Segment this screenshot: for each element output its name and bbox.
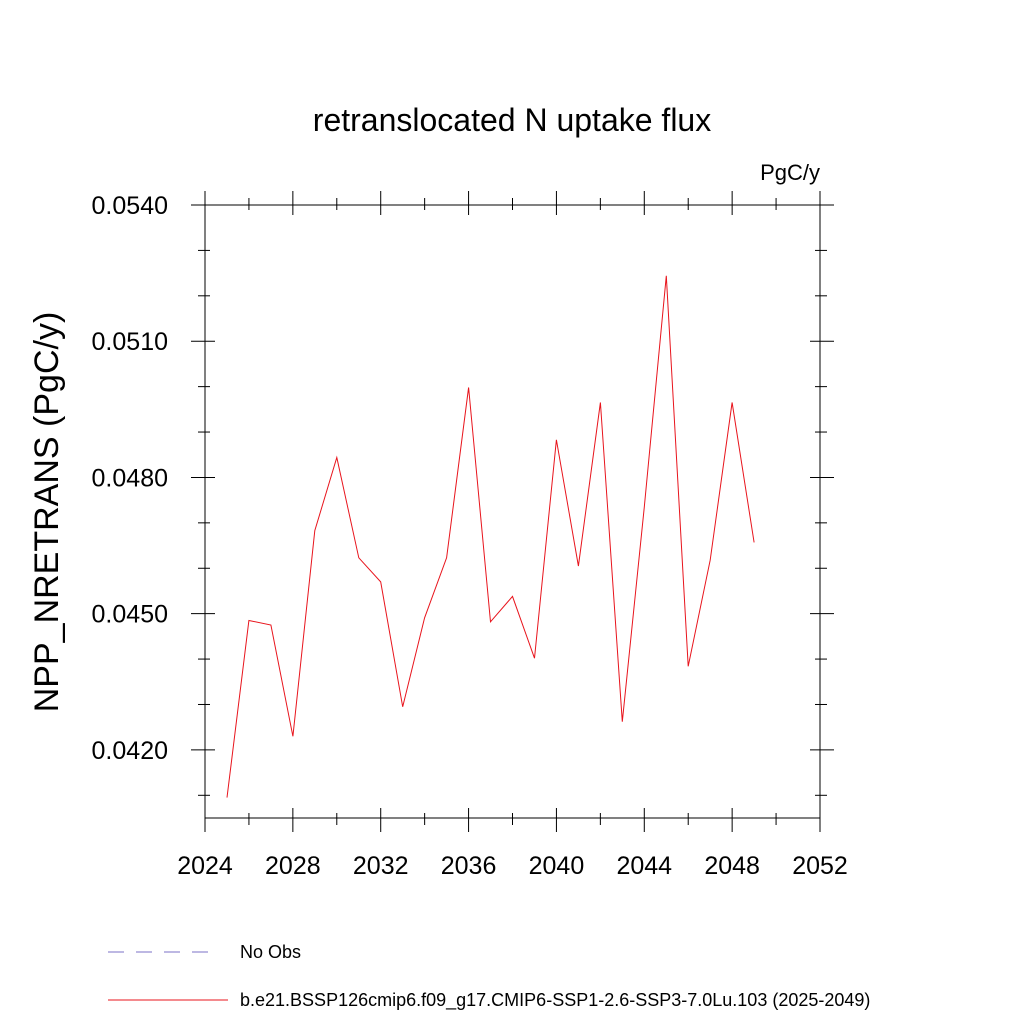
x-tick-label: 2024	[177, 852, 233, 880]
legend-label-model: b.e21.BSSP126cmip6.f09_g17.CMIP6-SSP1-2.…	[240, 990, 870, 1011]
axis-ticks	[191, 191, 834, 832]
plot-frame	[204, 204, 821, 819]
legend-label-no-obs: No Obs	[240, 942, 301, 962]
chart-title: retranslocated N uptake flux	[313, 102, 711, 138]
y-axis-label: NPP_NRETRANS (PgC/y)	[28, 312, 66, 713]
x-tick-label: 2048	[704, 852, 760, 880]
y-tick-label: 0.0510	[92, 328, 168, 356]
series-line	[226, 275, 755, 798]
y-tick-label: 0.0480	[92, 464, 168, 492]
x-tick-label: 2044	[616, 852, 672, 880]
y-tick-label: 0.0420	[92, 737, 168, 765]
y-tick-label: 0.0540	[92, 192, 168, 220]
legend: No Obs b.e21.BSSP126cmip6.f09_g17.CMIP6-…	[108, 942, 870, 1011]
x-tick-label: 2028	[265, 852, 321, 880]
series-group	[226, 275, 755, 798]
x-tick-label: 2052	[792, 852, 848, 880]
x-tick-label: 2040	[529, 852, 585, 880]
x-tick-label: 2032	[353, 852, 409, 880]
axis-tick-labels: 2024 2028 2032 2036 2040 2044 2048 2052 0.0420 0.…	[92, 192, 848, 880]
y-tick-label: 0.0450	[92, 601, 168, 629]
x-tick-label: 2036	[441, 852, 497, 880]
units-label: PgC/y	[760, 160, 820, 185]
